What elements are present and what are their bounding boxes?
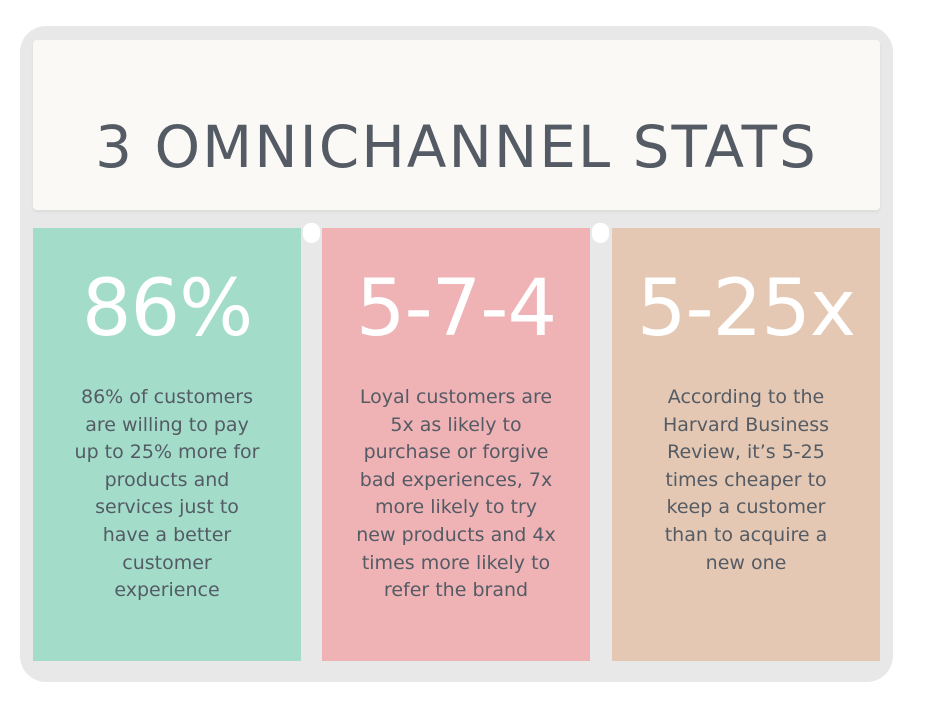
stat-description-line: According to the — [667, 386, 825, 408]
title-banner: 3 OMNICHANNEL STATS — [33, 40, 880, 210]
stat-description-line: Loyal customers are — [359, 386, 553, 408]
stat-description-line: 5x as likely to — [390, 413, 522, 436]
stat-description-line: refer the brand — [383, 579, 529, 602]
stat-description-line: customer — [122, 551, 212, 574]
stat-value: 5-7-4 — [355, 264, 557, 354]
stat-description: According to the Harvard Business Review… — [626, 384, 866, 577]
stat-description-line: services just to — [95, 496, 239, 519]
stat-description-line: 86% of customers — [81, 386, 253, 408]
stat-description-line: products and — [104, 468, 230, 491]
stat-description-line: bad experiences, 7x — [359, 468, 553, 491]
stat-description: 86% of customers are willing to pay up t… — [47, 384, 287, 605]
stat-value: 86% — [81, 264, 253, 354]
stat-description-line: more likely to try — [374, 496, 537, 519]
stat-card-3: 5-25x According to the Harvard Business … — [612, 228, 880, 661]
stat-value: 5-25x — [636, 264, 856, 354]
stat-card-1: 86% 86% of customers are willing to pay … — [33, 228, 301, 661]
stat-description: Loyal customers are 5x as likely to purc… — [336, 384, 576, 605]
connector-notch-right — [592, 223, 609, 243]
stat-description-line: experience — [114, 579, 220, 602]
stat-description-line: keep a customer — [666, 496, 826, 519]
stat-description-line: times cheaper to — [665, 468, 827, 491]
stat-description-line: Review, it’s 5-25 — [667, 441, 825, 464]
stat-description-line: up to 25% more for — [74, 441, 260, 464]
stat-description-line: are willing to pay — [85, 413, 249, 436]
stat-description-line: Harvard Business — [663, 413, 829, 436]
page-title: 3 OMNICHANNEL STATS — [95, 113, 818, 181]
stat-card-2: 5-7-4 Loyal customers are 5x as likely t… — [322, 228, 590, 661]
stat-description-line: times more likely to — [361, 551, 551, 574]
connector-notch-left — [303, 223, 320, 243]
stat-description-line: new products and 4x — [356, 523, 556, 546]
stat-description-line: than to acquire a — [664, 523, 828, 546]
stat-description-line: have a better — [102, 523, 232, 546]
stat-description-line: new one — [705, 551, 787, 574]
stat-description-line: purchase or forgive — [363, 441, 549, 464]
